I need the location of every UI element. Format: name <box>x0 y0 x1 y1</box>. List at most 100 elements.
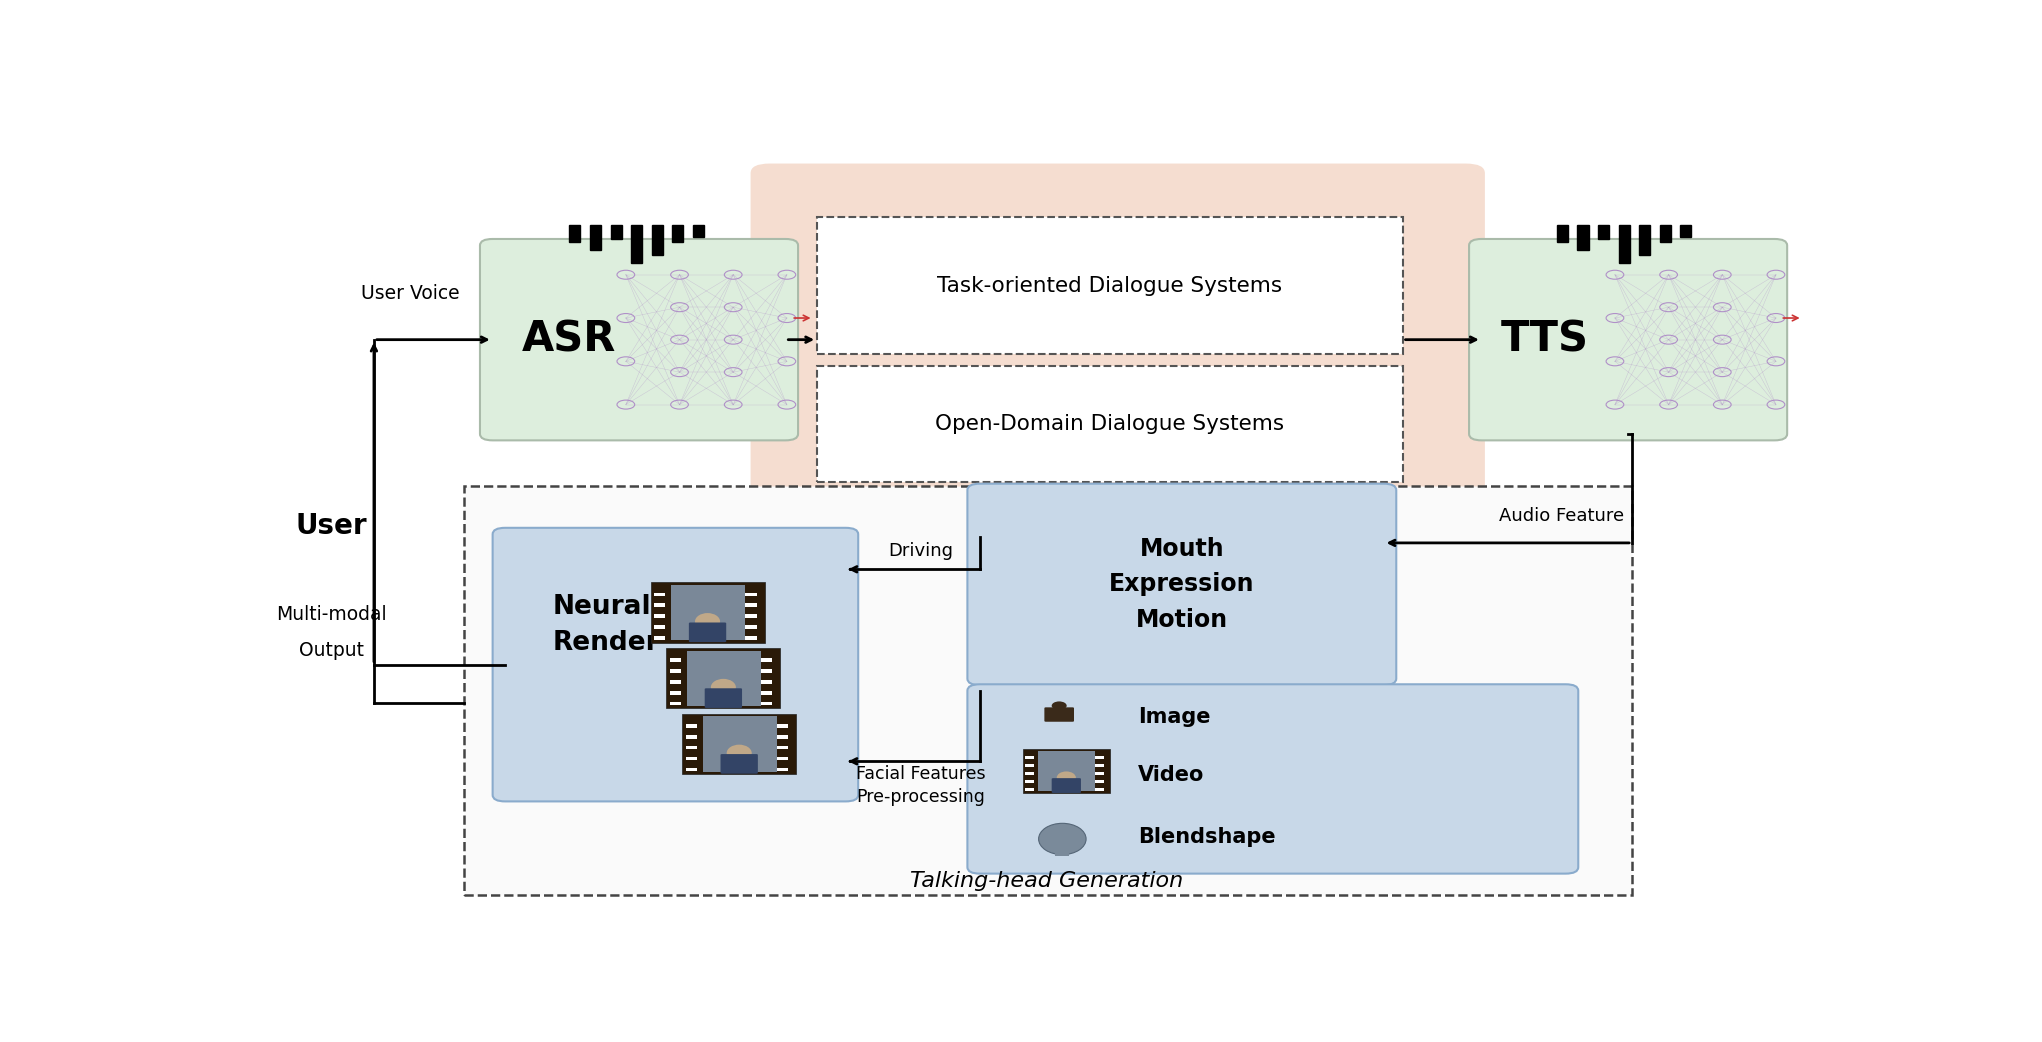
Bar <box>1095 756 1105 759</box>
Bar <box>702 716 776 772</box>
Bar <box>762 659 772 662</box>
Bar <box>464 487 1632 895</box>
Bar <box>762 669 772 673</box>
Text: Driving: Driving <box>888 542 954 560</box>
Bar <box>745 615 756 618</box>
Bar <box>686 735 696 739</box>
Text: Audio Feature: Audio Feature <box>1499 507 1623 525</box>
Text: Neural
Render: Neural Render <box>553 595 660 656</box>
Text: ASR: ASR <box>521 319 617 361</box>
Bar <box>670 680 682 684</box>
Bar <box>745 593 756 596</box>
Bar <box>653 615 666 618</box>
Bar <box>1025 765 1033 767</box>
FancyBboxPatch shape <box>721 754 758 774</box>
Text: Facial Features
Pre-processing: Facial Features Pre-processing <box>856 765 986 807</box>
Bar <box>776 746 788 749</box>
Bar <box>651 582 764 643</box>
Text: Task-oriented Dialogue Systems: Task-oriented Dialogue Systems <box>937 275 1282 296</box>
Bar <box>651 224 664 255</box>
FancyBboxPatch shape <box>480 239 798 441</box>
FancyBboxPatch shape <box>704 689 741 708</box>
Bar <box>686 650 762 705</box>
Bar <box>686 756 696 761</box>
FancyBboxPatch shape <box>1468 239 1787 441</box>
Text: Video: Video <box>1137 766 1205 786</box>
Bar <box>672 585 745 640</box>
Bar <box>762 680 772 684</box>
Bar <box>1660 224 1670 242</box>
Bar <box>1095 772 1105 775</box>
Text: User: User <box>296 513 368 540</box>
Bar <box>1056 848 1070 855</box>
Bar <box>670 669 682 673</box>
Bar <box>1619 224 1630 263</box>
Bar <box>1681 224 1691 238</box>
Bar <box>776 724 788 727</box>
FancyBboxPatch shape <box>688 622 727 642</box>
Bar <box>1025 772 1033 775</box>
Bar <box>670 659 682 662</box>
Bar <box>686 768 696 771</box>
Bar <box>670 691 682 695</box>
Bar <box>611 224 621 239</box>
Ellipse shape <box>727 745 751 762</box>
Bar <box>1039 750 1095 791</box>
Bar <box>762 691 772 695</box>
Bar <box>653 603 666 607</box>
Bar <box>1599 224 1609 239</box>
Bar <box>776 756 788 761</box>
Bar <box>682 714 796 774</box>
Text: Multi-modal: Multi-modal <box>276 605 386 624</box>
Bar <box>1578 224 1589 250</box>
Ellipse shape <box>1039 823 1086 854</box>
Bar <box>745 603 756 607</box>
FancyBboxPatch shape <box>751 164 1485 500</box>
FancyBboxPatch shape <box>1052 778 1080 793</box>
Bar <box>686 724 696 727</box>
Bar <box>1025 788 1033 791</box>
Bar <box>1640 224 1650 255</box>
FancyBboxPatch shape <box>1043 708 1074 722</box>
FancyBboxPatch shape <box>968 483 1397 685</box>
Bar <box>692 224 704 238</box>
Bar <box>1023 749 1111 793</box>
Bar <box>686 746 696 749</box>
Bar <box>670 701 682 705</box>
Bar <box>570 224 580 242</box>
Bar <box>653 593 666 596</box>
Bar <box>1556 224 1568 242</box>
Ellipse shape <box>1052 701 1066 710</box>
Bar <box>1095 765 1105 767</box>
Bar <box>666 648 780 709</box>
Bar <box>745 625 756 628</box>
Text: Image: Image <box>1137 708 1211 727</box>
Bar <box>817 366 1403 482</box>
Bar <box>776 735 788 739</box>
Text: Mouth
Expression
Motion: Mouth Expression Motion <box>1109 537 1254 631</box>
Text: Open-Domain Dialogue Systems: Open-Domain Dialogue Systems <box>935 415 1284 435</box>
Bar <box>1025 780 1033 783</box>
Ellipse shape <box>1056 771 1076 784</box>
Ellipse shape <box>711 678 735 696</box>
Bar <box>1095 780 1105 783</box>
Text: Talking-head Generation: Talking-head Generation <box>911 871 1182 891</box>
Text: TTS: TTS <box>1501 319 1589 361</box>
Bar <box>653 636 666 640</box>
Bar <box>1095 788 1105 791</box>
Bar <box>653 625 666 628</box>
FancyBboxPatch shape <box>968 685 1578 873</box>
Bar <box>631 224 641 263</box>
FancyBboxPatch shape <box>492 528 858 801</box>
Bar <box>776 768 788 771</box>
Bar <box>590 224 600 250</box>
Bar <box>672 224 684 242</box>
Text: Output: Output <box>298 641 363 660</box>
Bar <box>762 701 772 705</box>
Bar <box>1025 756 1033 759</box>
Text: Blendshape: Blendshape <box>1137 827 1276 847</box>
Ellipse shape <box>694 613 721 630</box>
Text: User Voice: User Voice <box>361 284 459 303</box>
Bar <box>817 218 1403 353</box>
Bar <box>745 636 756 640</box>
